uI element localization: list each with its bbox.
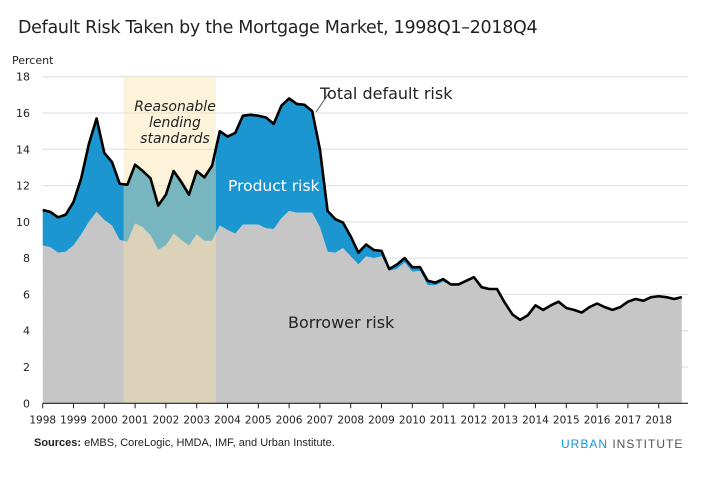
y-axis-label: Percent bbox=[12, 54, 54, 67]
x-tick-label: 2018 bbox=[645, 414, 672, 426]
x-tick-label: 2010 bbox=[399, 414, 426, 426]
logo-institute: INSTITUTE bbox=[608, 437, 684, 451]
x-tick-label: 2007 bbox=[307, 414, 334, 426]
x-tick-label: 2002 bbox=[153, 414, 180, 426]
x-tick-label: 2014 bbox=[522, 414, 549, 426]
x-tick-label: 2003 bbox=[183, 414, 210, 426]
y-tick-label: 0 bbox=[23, 397, 30, 410]
borrower-risk-area bbox=[42, 210, 682, 404]
x-tick-label: 2006 bbox=[276, 414, 303, 426]
x-tick-label: 2016 bbox=[584, 414, 611, 426]
x-tick-label: 2012 bbox=[461, 414, 488, 426]
y-tick-label: 2 bbox=[23, 361, 30, 374]
y-tick-label: 8 bbox=[23, 252, 30, 265]
x-tick-label: 2011 bbox=[430, 414, 457, 426]
sources-note: Sources: eMBS, CoreLogic, HMDA, IMF, and… bbox=[34, 437, 335, 449]
total-default-risk-line bbox=[42, 97, 683, 322]
x-tick-label: 2017 bbox=[615, 414, 642, 426]
reasonable-lending-band bbox=[123, 76, 216, 404]
x-tick-label: 1999 bbox=[60, 414, 87, 426]
highlight-label-line-3: standards bbox=[140, 131, 210, 147]
y-tick-label: 16 bbox=[16, 107, 30, 120]
logo-urban: URBAN bbox=[561, 437, 609, 451]
product-risk-area bbox=[42, 98, 682, 322]
highlight-label-line-1: Reasonable bbox=[134, 99, 216, 115]
x-tick-label: 2013 bbox=[491, 414, 518, 426]
sources-text: eMBS, CoreLogic, HMDA, IMF, and Urban In… bbox=[81, 437, 335, 449]
total-annotation-leader bbox=[315, 89, 332, 113]
y-tick-label: 4 bbox=[23, 325, 30, 338]
x-tick-label: 2009 bbox=[368, 414, 395, 426]
y-tick-label: 6 bbox=[23, 288, 30, 301]
x-tick-label: 2015 bbox=[553, 414, 580, 426]
borrower-risk-label: Borrower risk bbox=[288, 313, 395, 332]
y-tick-label: 10 bbox=[16, 216, 30, 229]
y-tick-label: 18 bbox=[16, 71, 30, 84]
x-tick-label: 2004 bbox=[214, 414, 241, 426]
x-tick-label: 2005 bbox=[245, 414, 272, 426]
product-risk-label: Product risk bbox=[228, 177, 320, 195]
sources-label: Sources: bbox=[34, 437, 82, 449]
urban-institute-logo: URBAN INSTITUTE bbox=[561, 437, 683, 451]
highlight-label-line-2: lending bbox=[149, 115, 201, 131]
y-tick-label: 12 bbox=[16, 180, 30, 193]
x-tick-label: 2000 bbox=[91, 414, 118, 426]
total-risk-label: Total default risk bbox=[319, 84, 453, 103]
x-tick-label: 1998 bbox=[29, 414, 56, 426]
x-tick-label: 2008 bbox=[337, 414, 364, 426]
chart-title: Default Risk Taken by the Mortgage Marke… bbox=[18, 18, 538, 38]
y-tick-label: 14 bbox=[16, 143, 30, 156]
x-tick-label: 2001 bbox=[122, 414, 149, 426]
